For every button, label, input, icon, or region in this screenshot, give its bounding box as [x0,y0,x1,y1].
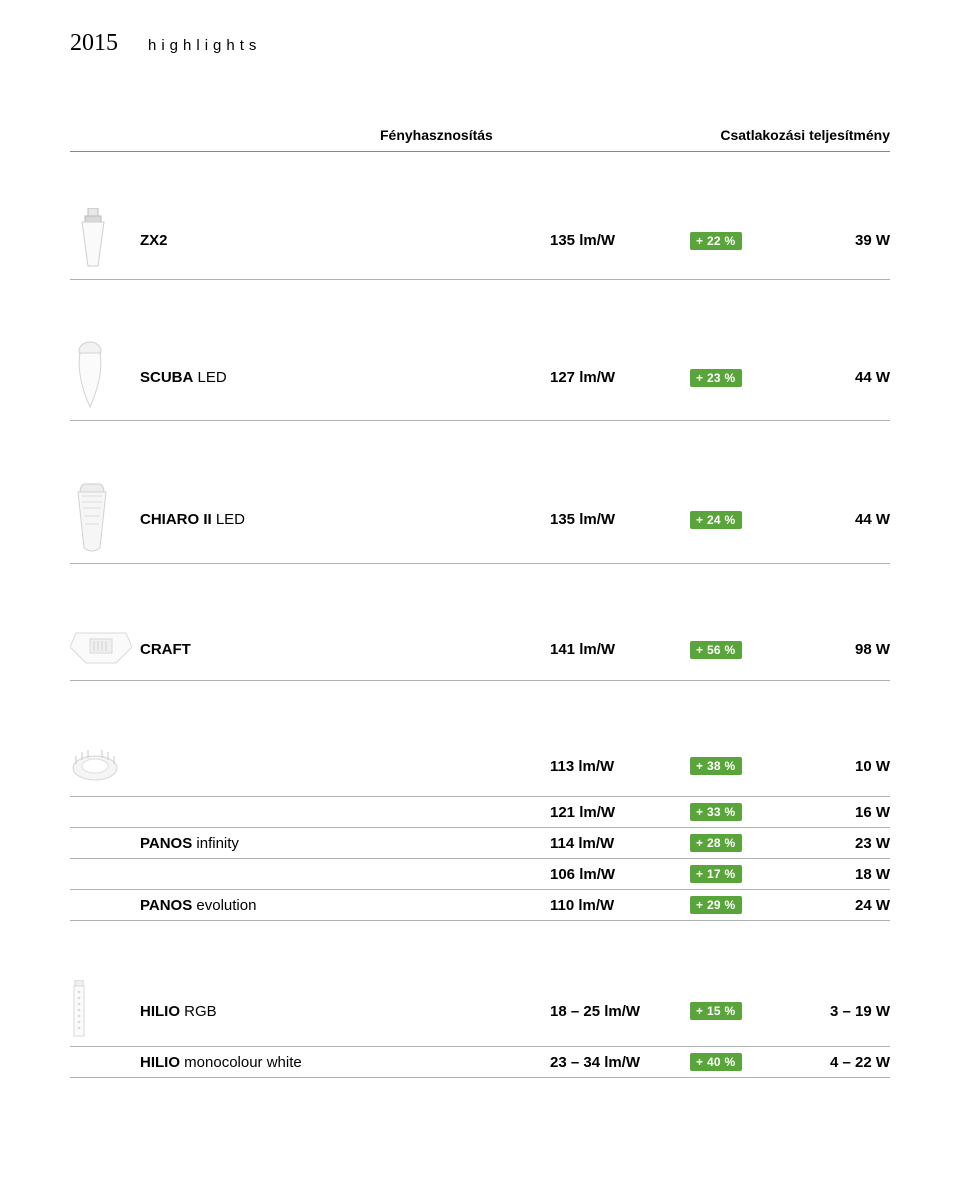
product-icon-cell [70,341,140,414]
product-name: CHIARO II LED [140,511,550,528]
table-row: ZX2 135 lm/W + 22 % 39 W [70,202,890,280]
power-value: 10 W [770,758,890,775]
power-value: 23 W [770,835,890,852]
change-badge: + 56 % [690,641,742,659]
product-block-hilio: HILIO RGB 18 – 25 lm/W + 15 % 3 – 19 W H… [70,976,890,1078]
change-badge: + 33 % [690,803,742,821]
power-value: 16 W [770,804,890,821]
table-row: PANOS evolution 110 lm/W + 29 % 24 W [70,890,890,921]
change-badge: + 22 % [690,232,742,250]
power-value: 39 W [770,232,890,249]
efficacy-value: 110 lm/W [550,897,690,914]
table-row: 121 lm/W + 33 % 16 W [70,797,890,828]
power-value: 98 W [770,641,890,658]
section-label: highlights [148,37,261,54]
product-block-scuba: SCUBA LED 127 lm/W + 23 % 44 W [70,335,890,421]
column-header-efficacy: Fényhasznosítás [380,127,630,143]
table-row: CRAFT 141 lm/W + 56 % 98 W [70,619,890,681]
column-header-power: Csatlakozási teljesítmény [670,127,890,143]
table-row: 113 lm/W + 38 % 10 W [70,736,890,797]
product-name: ZX2 [140,232,550,249]
page: 2015 highlights Fényhasznosítás Csatlako… [0,0,960,1193]
power-value: 44 W [770,369,890,386]
product-name: HILIO monocolour white [140,1054,550,1071]
craft-icon [70,625,132,674]
product-block-craft: CRAFT 141 lm/W + 56 % 98 W [70,619,890,681]
efficacy-value: 114 lm/W [550,835,690,852]
product-icon-cell [70,982,140,1040]
change-badge: + 17 % [690,865,742,883]
efficacy-value: 106 lm/W [550,866,690,883]
change-badge-cell: + 56 % [690,641,770,659]
power-value: 3 – 19 W [770,1003,890,1020]
efficacy-value: 121 lm/W [550,804,690,821]
product-name: SCUBA LED [140,369,550,386]
efficacy-value: 135 lm/W [550,232,690,249]
column-headers: Fényhasznosítás Csatlakozási teljesítmén… [70,127,890,143]
change-badge-cell: + 40 % [690,1053,770,1071]
product-icon-cell [70,742,140,790]
change-badge: + 15 % [690,1002,742,1020]
product-icon-cell [70,625,140,674]
efficacy-value: 135 lm/W [550,511,690,528]
efficacy-value: 127 lm/W [550,369,690,386]
power-value: 18 W [770,866,890,883]
change-badge-cell: + 33 % [690,803,770,821]
change-badge-cell: + 23 % [690,369,770,387]
change-badge: + 29 % [690,896,742,914]
table-row: HILIO RGB 18 – 25 lm/W + 15 % 3 – 19 W [70,976,890,1047]
panos-icon [70,742,120,791]
scuba-icon [70,341,110,414]
product-block-panos: 113 lm/W + 38 % 10 W 121 lm/W + 33 % 16 … [70,736,890,921]
product-name: PANOS infinity [140,835,550,852]
change-badge: + 40 % [690,1053,742,1071]
year-label: 2015 [70,30,118,57]
change-badge-cell: + 24 % [690,511,770,529]
change-badge-cell: + 22 % [690,232,770,250]
header-divider [70,151,890,152]
product-name: PANOS evolution [140,897,550,914]
product-block-zx2: ZX2 135 lm/W + 22 % 39 W [70,202,890,280]
power-value: 44 W [770,511,890,528]
hilio-icon [70,980,88,1043]
table-row: CHIARO II LED 135 lm/W + 24 % 44 W [70,476,890,564]
change-badge-cell: + 17 % [690,865,770,883]
efficacy-value: 18 – 25 lm/W [550,1003,690,1020]
change-badge-cell: + 15 % [690,1002,770,1020]
power-value: 4 – 22 W [770,1054,890,1071]
table-row: PANOS infinity 114 lm/W + 28 % 23 W [70,828,890,859]
change-badge-cell: + 28 % [690,834,770,852]
product-icon-cell [70,482,140,557]
product-name: HILIO RGB [140,1003,550,1020]
change-badge: + 38 % [690,757,742,775]
change-badge-cell: + 38 % [690,757,770,775]
table-row: HILIO monocolour white 23 – 34 lm/W + 40… [70,1047,890,1078]
product-block-chiaro: CHIARO II LED 135 lm/W + 24 % 44 W [70,476,890,564]
power-value: 24 W [770,897,890,914]
product-icon-cell [70,208,140,273]
change-badge: + 28 % [690,834,742,852]
efficacy-value: 23 – 34 lm/W [550,1054,690,1071]
zx2-icon [70,208,116,273]
product-name: CRAFT [140,641,550,658]
table-row: 106 lm/W + 17 % 18 W [70,859,890,890]
change-badge: + 24 % [690,511,742,529]
efficacy-value: 113 lm/W [550,758,690,775]
table-row: SCUBA LED 127 lm/W + 23 % 44 W [70,335,890,421]
page-header: 2015 highlights [70,30,890,57]
change-badge: + 23 % [690,369,742,387]
efficacy-value: 141 lm/W [550,641,690,658]
chiaro-icon [70,482,114,557]
change-badge-cell: + 29 % [690,896,770,914]
